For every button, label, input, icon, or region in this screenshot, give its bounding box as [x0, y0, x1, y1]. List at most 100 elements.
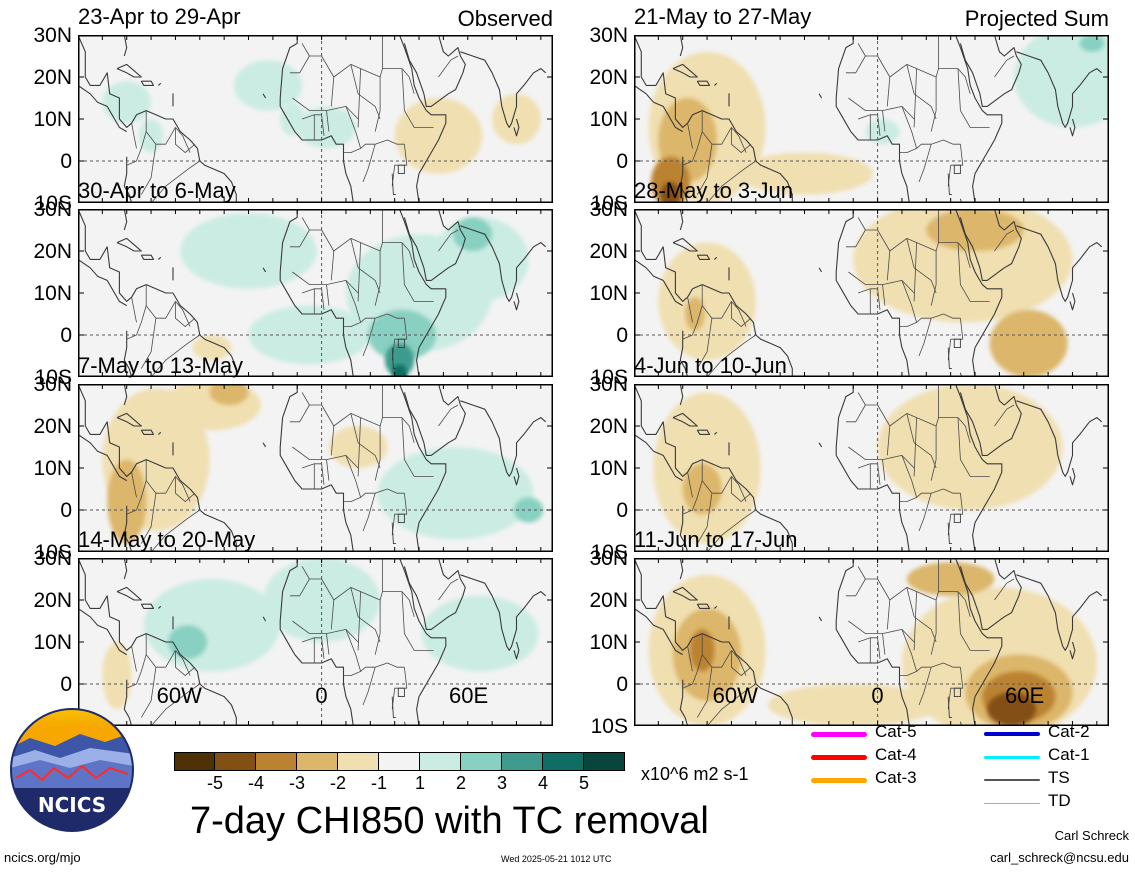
legend-line	[984, 732, 1040, 736]
anomaly-contour	[682, 463, 722, 515]
chart-title: 7-day CHI850 with TC removal	[190, 800, 709, 842]
y-tick-label: 20N	[33, 589, 72, 612]
y-tick-label: 30N	[33, 24, 72, 47]
y-tick-label: 30N	[33, 373, 72, 396]
x-tick-label: 60W	[156, 683, 202, 708]
y-tick-label: 10S	[34, 192, 72, 215]
colorbar-tick-label: -5	[206, 773, 223, 793]
anomaly-contour	[248, 305, 371, 365]
anomaly-contour	[736, 152, 873, 195]
anomaly-contour	[1014, 35, 1109, 128]
colorbar-tick-label: 3	[496, 773, 507, 793]
colorbar-swatch	[174, 752, 215, 771]
x-tick-label: 60W	[712, 683, 758, 708]
y-tick-label: 30N	[33, 547, 72, 570]
anomaly-contour	[180, 213, 317, 289]
y-tick-label: 30N	[589, 547, 628, 570]
y-tick-label: 20N	[33, 415, 72, 438]
legend-label: Cat-5	[875, 722, 917, 741]
panel-title: 23-Apr to 29-Apr	[78, 4, 241, 29]
colorbar-tick-label: 1	[414, 773, 425, 793]
anomaly-contour	[651, 156, 691, 203]
anomaly-contour	[987, 692, 1036, 726]
panel-title: 11-Jun to 17-Jun	[634, 527, 798, 552]
y-tick-label: 0	[616, 324, 628, 347]
legend-line	[984, 779, 1040, 781]
footer-timestamp: Wed 2025-05-21 1012 UTC	[501, 854, 612, 864]
panel-title: 21-May to 27-May	[634, 4, 812, 29]
legend-label: Cat-3	[875, 768, 917, 787]
map-panel	[78, 35, 553, 203]
map-panel	[78, 209, 553, 377]
projected-tag: Projected Sum	[964, 6, 1109, 31]
map-panel	[634, 384, 1109, 552]
colorbar-swatch	[338, 752, 379, 771]
anomaly-contour	[906, 562, 995, 596]
y-tick-label: 0	[616, 150, 628, 173]
colorbar-tick-label: -2	[329, 773, 346, 793]
colorbar-swatch	[420, 752, 461, 771]
y-tick-label: 10S	[34, 541, 72, 564]
anomaly-contour	[233, 60, 303, 111]
anomaly-contour	[138, 119, 164, 153]
colorbar-swatch	[215, 752, 256, 771]
y-tick-label: 20N	[33, 66, 72, 89]
panel-title: 7-May to 13-May	[78, 353, 244, 378]
anomaly-contour	[394, 98, 483, 174]
anomaly-contour	[685, 297, 705, 331]
anomaly-contour	[297, 106, 356, 149]
anomaly-contour	[453, 217, 493, 251]
legend-label: TD	[1048, 791, 1071, 810]
x-tick-label: 60E	[448, 683, 489, 708]
map-panel	[78, 384, 553, 552]
anomaly-contour	[328, 426, 388, 468]
legend-line	[811, 777, 867, 783]
anomaly-contour	[492, 93, 541, 145]
y-tick-label: 10N	[589, 631, 628, 654]
colorbar-tick-label: 2	[455, 773, 466, 793]
logo-text: NCICS	[38, 793, 106, 817]
anomaly-contour	[102, 642, 132, 710]
map-panel	[78, 558, 553, 726]
panel-title: 4-Jun to 10-Jun	[634, 353, 787, 378]
y-tick-label: 0	[616, 673, 628, 696]
colorbar-tick-label: 5	[578, 773, 589, 793]
y-tick-label: 30N	[589, 373, 628, 396]
y-tick-label: 10N	[589, 282, 628, 305]
y-tick-label: 20N	[589, 589, 628, 612]
anomaly-contour	[865, 119, 900, 145]
y-tick-label: 0	[60, 324, 72, 347]
y-tick-label: 20N	[589, 240, 628, 263]
y-tick-label: 30N	[33, 198, 72, 221]
footer-url: ncics.org/mjo	[4, 850, 81, 865]
anomaly-contour	[989, 309, 1068, 377]
x-tick-label: 0	[871, 683, 884, 708]
legend-label: Cat-4	[875, 745, 917, 764]
y-tick-label: 20N	[589, 415, 628, 438]
legend-label: TS	[1048, 768, 1070, 787]
legend-label: Cat-1	[1048, 745, 1090, 764]
anomaly-contour	[926, 209, 1024, 251]
colorbar-swatch	[502, 752, 543, 771]
colorbar-tick-label: -1	[370, 773, 387, 793]
anomaly-contour	[280, 102, 305, 136]
anomaly-contour	[1079, 35, 1105, 52]
y-tick-label: 10N	[33, 108, 72, 131]
x-tick-label: 0	[315, 683, 328, 708]
x-tick-label: 60E	[1004, 683, 1045, 708]
y-tick-label: 10S	[34, 366, 72, 389]
observed-tag: Observed	[457, 6, 553, 31]
map-panel	[634, 35, 1109, 203]
anomaly-contour	[209, 384, 249, 405]
anomaly-contour	[767, 684, 939, 726]
legend-line	[984, 755, 1040, 759]
y-tick-label: 10S	[590, 366, 628, 389]
panel-title: 30-Apr to 6-May	[78, 178, 236, 203]
y-tick-label: 10N	[33, 282, 72, 305]
anomaly-contour	[168, 625, 208, 659]
anomaly-contour	[392, 364, 407, 377]
ncics-logo: NCICS	[10, 708, 134, 832]
y-tick-label: 30N	[589, 198, 628, 221]
y-tick-label: 0	[60, 150, 72, 173]
anomaly-contour	[192, 335, 232, 361]
